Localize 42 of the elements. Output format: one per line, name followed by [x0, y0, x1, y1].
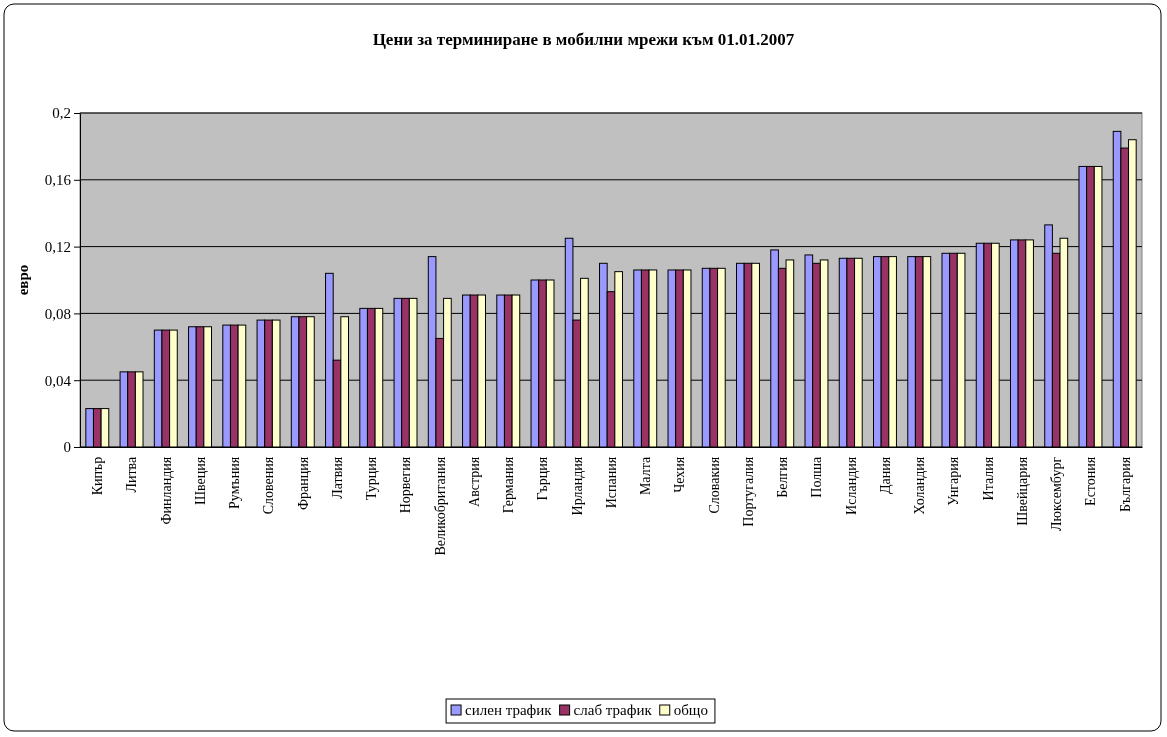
x-tick-label: Белгия [775, 456, 791, 498]
legend-label: слаб трафик [573, 702, 653, 718]
x-tick-label: Румъния [227, 456, 243, 509]
x-tick-label: Португалия [740, 456, 756, 527]
x-tick-label: Люксембург [1049, 456, 1065, 531]
x-tick-label: Малта [638, 456, 654, 496]
x-tick-label: Финландия [158, 456, 174, 525]
x-tick-label: България [1117, 456, 1133, 512]
x-tick-label: Гърция [535, 456, 551, 501]
y-axis-title: евро [15, 264, 31, 296]
x-tick-label: Турция [364, 456, 380, 501]
x-tick-label: Великобритания [432, 456, 448, 556]
x-tick-label: Латвия [329, 456, 345, 499]
x-tick-label: Литва [124, 456, 140, 493]
x-tick-label: Естония [1083, 456, 1099, 506]
x-tick-label: Ирландия [569, 456, 585, 516]
x-tick-label: Норвегия [398, 456, 414, 514]
x-tick-label: Испания [603, 456, 619, 509]
x-tick-label: Исландия [843, 456, 859, 515]
x-tick-label: Словения [261, 456, 277, 515]
x-tick-label: Швейцария [1014, 456, 1030, 526]
x-tick-label: Полша [809, 456, 825, 498]
x-tick-label: Австрия [466, 456, 482, 507]
x-tick-label: Кипър [90, 456, 106, 496]
y-tick-label: 0,04 [44, 372, 72, 389]
x-tick-label: Холандия [912, 456, 928, 515]
y-tick-label: 0,12 [44, 238, 71, 255]
x-tick-label: Дания [877, 456, 893, 494]
legend-label: силен трафик [465, 702, 553, 718]
x-tick-label: Италия [980, 456, 996, 501]
y-tick-label: 0,08 [44, 305, 71, 322]
x-tick-label: Чехия [672, 456, 688, 493]
chart-title: Цени за терминиране в мобилни мрежи към 01.01.2007 [372, 30, 795, 49]
x-tick-label: Швеция [192, 456, 208, 506]
x-tick-label: Унгария [946, 456, 962, 506]
x-tick-label: Германия [501, 456, 517, 514]
y-tick-label: 0,16 [44, 172, 72, 189]
y-tick-label: 0 [63, 439, 71, 456]
legend-label: общо [673, 702, 708, 718]
y-tick-label: 0,2 [52, 105, 71, 122]
x-tick-label: Франция [295, 456, 311, 510]
x-tick-label: Словакия [706, 456, 722, 514]
